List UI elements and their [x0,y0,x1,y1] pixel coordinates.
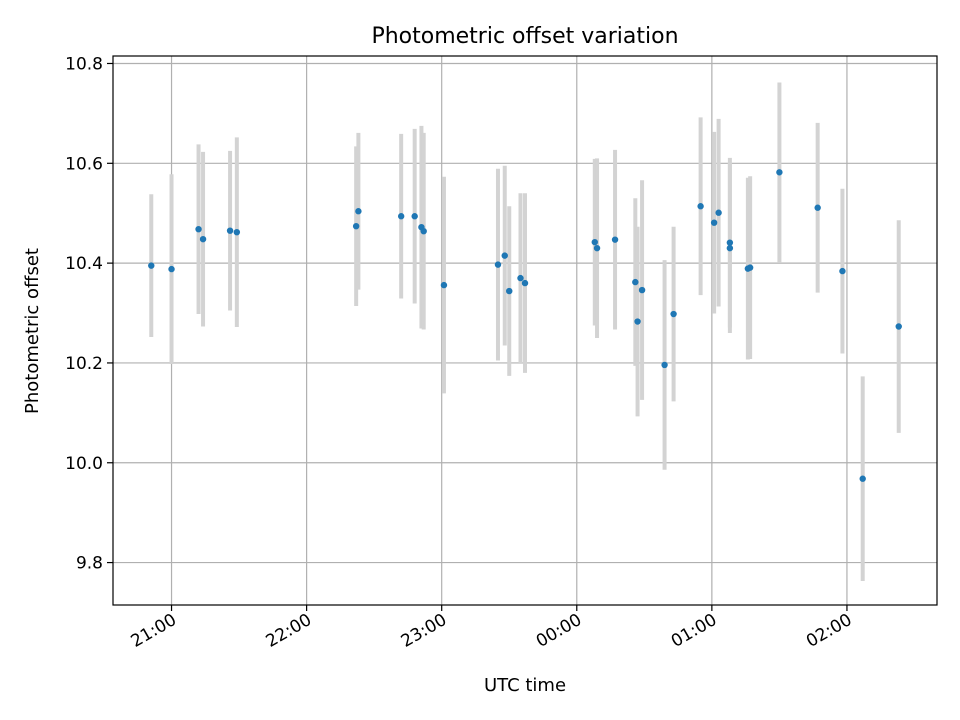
data-point [517,274,524,282]
y-tick-label: 9.8 [76,554,103,574]
data-point [501,252,508,259]
data-point [726,239,734,246]
data-point [199,235,207,243]
data-point [226,227,234,234]
data-point [148,262,155,269]
chart-title: Photometric offset variation [371,24,678,49]
data-point [710,219,718,226]
data-points [148,169,902,482]
data-point [521,279,529,287]
data-point [411,213,418,220]
data-point [440,281,448,289]
data-point [168,265,175,273]
data-point [715,209,722,216]
data-point [611,236,619,243]
y-axis-ticks: 9.8 10.0 10.2 10.4 10.6 10.8 [65,54,113,574]
data-point [670,310,677,318]
data-point [859,475,866,482]
data-point [506,287,513,295]
data-point [634,318,641,325]
y-tick-label: 10.6 [65,154,103,174]
data-point [776,169,783,176]
data-point [593,244,601,252]
x-axis-label: UTC time [484,675,566,696]
data-point [638,286,646,294]
data-point [352,222,360,230]
data-point [355,208,362,215]
data-point [494,261,502,268]
data-point [233,228,241,236]
data-point [839,267,846,275]
data-point [420,227,427,235]
data-point [895,323,902,330]
data-point [814,204,821,211]
data-point [661,361,668,369]
y-tick-label: 10.4 [65,254,103,274]
y-tick-label: 10.8 [65,54,103,74]
data-point [726,244,734,252]
y-axis-label: Photometric offset [22,248,43,414]
data-point [697,203,704,210]
plot-frame [112,55,938,606]
data-point [195,225,202,233]
y-tick-label: 10.2 [65,354,103,374]
y-tick-label: 10.0 [65,454,103,474]
data-point [591,238,598,246]
data-point [397,213,405,220]
data-point [746,264,754,271]
data-point [632,278,639,286]
